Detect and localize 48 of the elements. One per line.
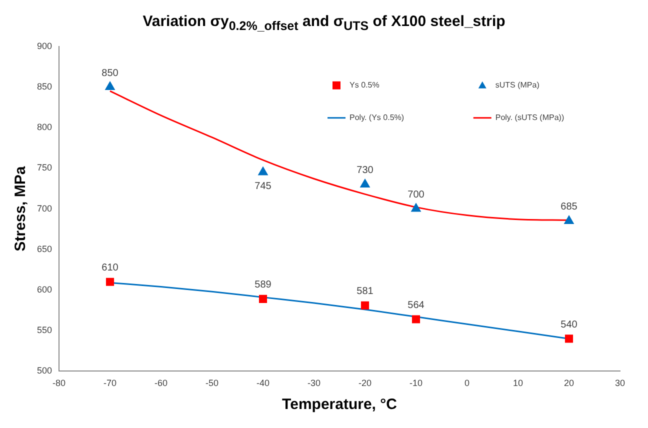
- x-tick-label: -10: [410, 378, 423, 388]
- x-tick-label: 20: [564, 378, 574, 388]
- legend-label: Ys 0.5%: [350, 80, 380, 90]
- x-tick-label: -70: [104, 378, 117, 388]
- data-label: 850: [102, 68, 119, 79]
- x-tick-label: -50: [206, 378, 219, 388]
- x-tick-label: 30: [614, 378, 626, 388]
- legend-label: sUTS (MPa): [495, 80, 540, 90]
- y-tick-label: 600: [36, 284, 52, 294]
- y-tick-label: 850: [36, 81, 52, 92]
- point: [564, 334, 574, 343]
- x-tick-label: 0: [464, 378, 470, 388]
- y-tick-label: 700: [36, 203, 52, 214]
- legend-label: Poly. (sUTS (MPa)): [495, 113, 564, 122]
- x-tick-label: -20: [358, 378, 372, 388]
- point: [106, 278, 114, 286]
- x-axis-title: Temperature, °C: [282, 396, 398, 414]
- point: [360, 301, 370, 310]
- data-label: 564: [408, 300, 425, 311]
- data-label: 610: [102, 262, 119, 274]
- point: [360, 178, 370, 188]
- data-label: 745: [254, 181, 272, 192]
- data-label: 581: [356, 286, 374, 298]
- data-label: 589: [254, 280, 272, 291]
- y-tick-label: 550: [36, 325, 52, 336]
- x-tick-label: -40: [256, 378, 270, 388]
- point: [258, 166, 268, 176]
- legend-label: Poly. (Ys 0.5%): [350, 113, 404, 122]
- x-tick-label: 10: [512, 378, 524, 388]
- y-tick-label: 650: [36, 244, 52, 254]
- point: [412, 315, 420, 324]
- data-label: 700: [408, 190, 425, 201]
- data-label: 685: [560, 202, 578, 213]
- y-tick-label: 900: [36, 40, 52, 51]
- point: [105, 82, 115, 90]
- y-tick-label: 500: [36, 366, 52, 376]
- chart-title: Variation σy$_{0.2%_offset}$ and σ$_{UTS}$ of X100 steel_strip: [142, 12, 506, 35]
- y-tick-label: 800: [36, 122, 52, 132]
- x-tick-label: -80: [52, 378, 66, 388]
- x-tick-label: -60: [154, 378, 168, 388]
- x-tick-label: -30: [308, 378, 321, 388]
- y-axis-title: Stress, MPa: [12, 166, 30, 252]
- data-label: 540: [560, 319, 578, 330]
- point: [411, 203, 421, 212]
- point: [258, 294, 268, 303]
- point: [564, 215, 574, 224]
- y-tick-label: 750: [36, 162, 52, 173]
- data-label: 730: [356, 165, 374, 176]
